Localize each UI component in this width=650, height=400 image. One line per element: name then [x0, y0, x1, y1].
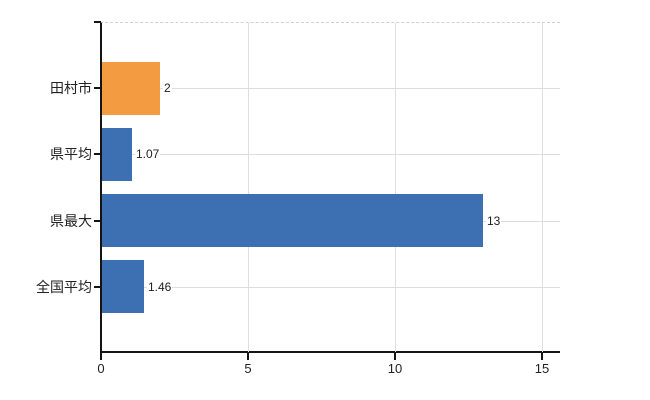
x-tick: [100, 353, 102, 360]
y-tick: [94, 21, 101, 23]
bar: [102, 128, 133, 181]
category-label: 田村市: [50, 80, 92, 96]
bar-value-label: 13: [486, 213, 502, 229]
v-gridline: [395, 23, 396, 352]
y-tick: [94, 220, 101, 222]
plot-area: [100, 22, 560, 353]
h-gridline: [102, 154, 560, 155]
h-gridline: [102, 287, 560, 288]
y-tick: [94, 286, 101, 288]
x-tick: [247, 353, 249, 360]
bar-value-label: 1.46: [147, 279, 173, 295]
y-tick: [94, 153, 101, 155]
v-gridline: [248, 23, 249, 352]
category-label: 県平均: [50, 146, 92, 162]
x-tick-label: 15: [534, 361, 550, 376]
bar: [102, 62, 160, 115]
x-tick-label: 0: [97, 361, 105, 376]
v-gridline: [542, 23, 543, 352]
x-tick-label: 10: [387, 361, 403, 376]
bar-value-label: 2: [163, 80, 172, 96]
x-tick: [541, 353, 543, 360]
bar: [102, 194, 484, 247]
x-tick-label: 5: [244, 361, 252, 376]
category-label: 県最大: [50, 213, 92, 229]
bar: [102, 260, 144, 313]
bar-value-label: 1.07: [135, 146, 161, 162]
y-tick: [94, 87, 101, 89]
x-tick: [394, 353, 396, 360]
h-gridline: [102, 88, 560, 89]
category-label: 全国平均: [36, 279, 92, 295]
